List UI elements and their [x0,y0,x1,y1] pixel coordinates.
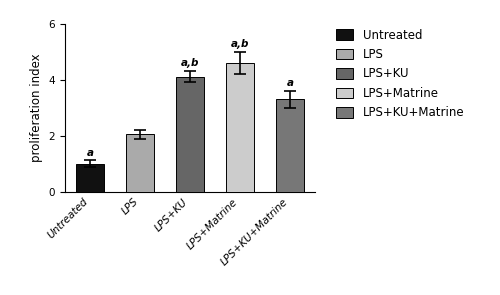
Legend: Untreated, LPS, LPS+KU, LPS+Matrine, LPS+KU+Matrine: Untreated, LPS, LPS+KU, LPS+Matrine, LPS… [334,26,467,122]
Bar [126,134,154,192]
Bar [276,99,303,192]
Text: a,b: a,b [231,39,249,49]
Y-axis label: proliferation index: proliferation index [30,53,43,162]
Bar [176,77,204,192]
Text: a,b: a,b [181,58,199,68]
Bar [226,63,254,192]
Bar [76,164,104,192]
Text: a: a [286,78,294,88]
Text: a: a [86,148,94,158]
